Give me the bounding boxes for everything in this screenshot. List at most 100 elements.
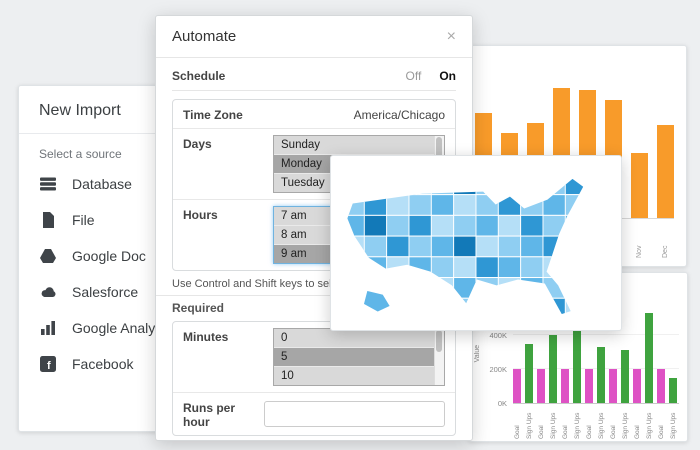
source-label: Google Analytics — [72, 320, 177, 336]
state-cell — [453, 194, 477, 216]
state-cell — [475, 214, 499, 237]
state-cell — [430, 194, 455, 216]
state-cell — [386, 214, 410, 237]
source-label: Database — [72, 176, 132, 192]
state-cell — [564, 256, 584, 279]
x-tick-label: Sign Ups — [525, 412, 533, 439]
state-cell — [363, 235, 388, 258]
state-cell — [363, 178, 388, 196]
state-cell — [430, 235, 455, 258]
y-tick-0k: 0K — [497, 399, 507, 408]
schedule-on-toggle[interactable]: On — [439, 69, 456, 83]
required-panel: Minutes 051015 Runs per hour — [172, 321, 456, 436]
source-list: Database File Google Doc Salesforce Google A… — [19, 166, 259, 382]
state-cell — [386, 297, 410, 315]
x-tick-label: Sign Ups — [549, 412, 557, 439]
scrollbar-thumb[interactable] — [436, 330, 442, 352]
source-item-database[interactable]: Database — [19, 166, 259, 202]
source-label: Salesforce — [72, 284, 139, 300]
close-icon[interactable]: × — [446, 27, 456, 45]
state-cell — [520, 178, 544, 196]
option-5[interactable]: 5 — [274, 348, 444, 367]
state-cell — [386, 178, 410, 196]
bar-goal-5 — [633, 369, 641, 403]
schedule-off-toggle[interactable]: Off — [405, 69, 422, 83]
x-tick-label: Nov — [636, 245, 643, 258]
y-tick-400k: 400K — [489, 331, 507, 340]
source-item-facebook[interactable]: f Facebook — [19, 346, 259, 382]
state-cell — [542, 277, 566, 299]
file-icon — [39, 211, 57, 229]
state-cell — [347, 297, 365, 315]
schedule-label: Schedule — [172, 69, 226, 83]
source-item-salesforce[interactable]: Salesforce — [19, 274, 259, 310]
source-item-file[interactable]: File — [19, 202, 259, 238]
bar-goal-3 — [585, 369, 593, 403]
bar-sign-ups-2 — [573, 309, 581, 403]
state-cell — [564, 297, 584, 315]
x-tick-label: Goal — [633, 425, 641, 439]
source-item-google-doc[interactable]: Google Doc — [19, 238, 259, 274]
option-0[interactable]: 0 — [274, 329, 444, 348]
svg-text:f: f — [47, 360, 51, 372]
bar-goal-0 — [513, 369, 521, 403]
state-cell — [564, 178, 584, 196]
state-cell — [347, 235, 365, 258]
runs-per-hour-row: Runs per hour — [173, 393, 455, 435]
timezone-row[interactable]: Time Zone America/Chicago — [173, 100, 455, 129]
listbox-scrollbar[interactable] — [434, 329, 444, 385]
state-cell — [408, 277, 432, 299]
state-cell — [588, 278, 610, 299]
state-cell — [408, 235, 432, 258]
state-cell — [542, 297, 566, 315]
state-cell — [497, 194, 522, 216]
minutes-label: Minutes — [183, 330, 229, 344]
minutes-row: Minutes 051015 — [173, 322, 455, 393]
state-cell — [363, 214, 388, 237]
scrollbar-thumb[interactable] — [436, 137, 442, 159]
state-cell — [408, 214, 432, 237]
x-tick-label: Dec — [662, 245, 669, 258]
state-cell — [430, 297, 455, 315]
state-cell — [363, 256, 388, 279]
bar-goal-1 — [537, 369, 545, 403]
facebook-icon: f — [39, 355, 57, 373]
state-cell — [453, 256, 477, 279]
state-cell — [497, 277, 522, 299]
bar-sign-ups-1 — [549, 335, 557, 403]
state-cell — [430, 256, 455, 279]
us-choropleth-map — [347, 178, 610, 318]
schedule-header-row: Schedule Off On — [172, 66, 456, 91]
state-cell — [564, 214, 584, 237]
state-cell — [453, 214, 477, 237]
state-cell — [588, 298, 610, 318]
state-cell — [542, 235, 566, 258]
bar-series-goal-signups — [513, 309, 677, 403]
x-tick-label: Goal — [537, 425, 545, 439]
option-sunday[interactable]: Sunday — [274, 136, 444, 155]
us-map-card — [330, 155, 622, 331]
state-cell — [453, 235, 477, 258]
modal-body: Schedule Off On Time Zone America/Chicag… — [156, 58, 472, 440]
source-item-google-analytics[interactable]: Google Analytics — [19, 310, 259, 346]
x-tick-label: Goal — [561, 425, 569, 439]
state-cell — [408, 178, 432, 196]
runs-per-hour-input[interactable] — [264, 401, 445, 427]
state-cell — [408, 256, 432, 279]
state-cell — [475, 235, 499, 258]
state-cell — [520, 277, 544, 299]
state-cell — [453, 178, 477, 196]
state-cell — [564, 235, 584, 258]
x-tick-label: Sign Ups — [621, 412, 629, 439]
state-cell — [520, 297, 544, 315]
x-axis-labels: Goal Sign Ups Goal Sign Ups Goal Sign Ups Goal… — [513, 407, 677, 439]
state-cell — [564, 277, 584, 299]
state-cell — [520, 194, 544, 216]
minutes-listbox[interactable]: 051015 — [273, 328, 445, 386]
state-cell — [347, 277, 365, 299]
gridline-400k — [513, 334, 679, 335]
state-cell — [520, 235, 544, 258]
select-source-label: Select a source — [39, 147, 122, 161]
option-10[interactable]: 10 — [274, 367, 444, 385]
